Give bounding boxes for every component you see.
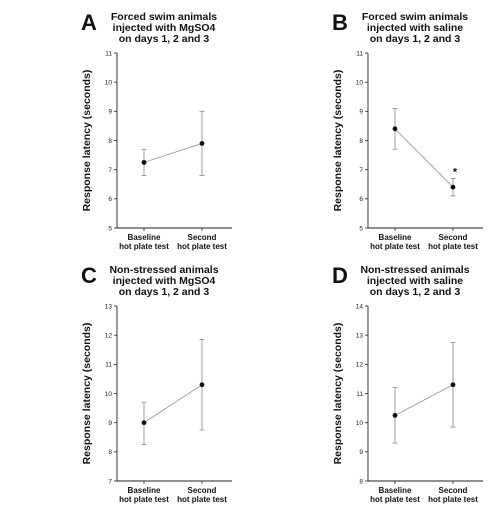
y-tick-label: 7 <box>108 167 112 174</box>
y-tick-label: 13 <box>105 303 113 310</box>
y-tick-label: 12 <box>356 362 364 369</box>
x-category-label: Baseline <box>379 486 412 495</box>
x-category-label: Baseline <box>128 486 161 495</box>
series-line <box>143 384 203 424</box>
y-tick-label: 6 <box>108 196 112 203</box>
data-point <box>450 184 456 190</box>
panel-label: B <box>332 10 348 35</box>
y-tick-label: 10 <box>105 79 113 86</box>
x-category-label: hot plate test <box>119 242 169 251</box>
y-tick-label: 7 <box>108 478 112 485</box>
y-axis-label: Response latency (seconds) <box>332 70 344 212</box>
chart-title-line: injected with saline <box>367 22 463 34</box>
chart-title-line: on days 1, 2 and 3 <box>370 33 461 45</box>
y-axis-label: Response latency (seconds) <box>81 323 93 465</box>
y-tick-label: 9 <box>108 109 112 116</box>
panel-label: D <box>332 263 348 288</box>
y-axis-label: Response latency (seconds) <box>332 323 344 465</box>
y-tick-label: 5 <box>108 225 112 232</box>
x-category-label: Baseline <box>379 233 412 242</box>
y-tick-label: 12 <box>105 332 113 339</box>
series-line <box>143 142 203 163</box>
x-category-label: hot plate test <box>177 242 227 251</box>
x-category-label: hot plate test <box>177 495 227 504</box>
y-axis-label: Response latency (seconds) <box>81 70 93 212</box>
y-tick-label: 10 <box>105 391 113 398</box>
data-point <box>450 382 456 388</box>
y-tick-label: 10 <box>356 420 364 427</box>
panel-d: D Non-stressed animals injected with salin… <box>251 253 502 506</box>
significance-marker: * <box>453 166 458 178</box>
series-line <box>394 384 454 416</box>
panel-c: C Non-stressed animals injected with MgSO4… <box>0 253 251 506</box>
y-tick-label: 5 <box>359 225 363 232</box>
x-category-label: Second <box>439 233 468 242</box>
panel-b: B Forced swim animals injected with saline… <box>251 0 502 253</box>
x-category-label: hot plate test <box>370 242 420 251</box>
data-point <box>141 159 147 165</box>
panel-label: C <box>81 263 97 288</box>
chart-title-line: on days 1, 2 and 3 <box>119 33 210 45</box>
chart-title-line: Forced swim animals <box>362 11 468 23</box>
x-category-label: hot plate test <box>428 495 478 504</box>
data-point <box>392 412 398 418</box>
y-tick-label: 8 <box>108 449 112 456</box>
x-category-label: hot plate test <box>370 495 420 504</box>
x-category-label: Baseline <box>128 233 161 242</box>
x-category-label: hot plate test <box>428 242 478 251</box>
data-point <box>199 382 205 388</box>
chart-title-line: injected with MgSO4 <box>113 275 216 287</box>
y-tick-label: 8 <box>359 478 363 485</box>
y-tick-label: 9 <box>108 420 112 427</box>
y-tick-label: 11 <box>356 50 363 57</box>
y-tick-label: 11 <box>105 362 112 369</box>
y-tick-label: 8 <box>359 138 363 145</box>
chart-title-line: Non-stressed animals <box>109 264 218 276</box>
y-tick-label: 9 <box>359 449 363 456</box>
x-category-label: Second <box>188 486 217 495</box>
data-point <box>199 141 205 146</box>
panel-label: A <box>81 10 97 35</box>
chart-title-line: Forced swim animals <box>111 11 217 23</box>
x-category-label: hot plate test <box>119 495 169 504</box>
panel-a: A Forced swim animals injected with MgSO4 o… <box>0 0 251 253</box>
y-tick-label: 10 <box>356 79 364 86</box>
y-tick-label: 6 <box>359 196 363 203</box>
y-tick-label: 14 <box>356 303 364 310</box>
y-tick-label: 7 <box>359 167 363 174</box>
y-tick-label: 11 <box>356 391 363 398</box>
chart-title-line: on days 1, 2 and 3 <box>370 286 461 298</box>
chart-title-line: injected with MgSO4 <box>113 22 216 34</box>
series-line <box>394 128 454 188</box>
chart-title-line: Non-stressed animals <box>360 264 469 276</box>
y-tick-label: 9 <box>359 109 363 116</box>
chart-title-line: on days 1, 2 and 3 <box>119 286 210 298</box>
chart-title-line: injected with saline <box>367 275 463 287</box>
y-tick-label: 8 <box>108 138 112 145</box>
y-tick-label: 13 <box>356 332 364 339</box>
x-category-label: Second <box>439 486 468 495</box>
data-point <box>141 420 147 426</box>
y-tick-label: 11 <box>105 50 112 57</box>
x-category-label: Second <box>188 233 217 242</box>
data-point <box>392 126 398 132</box>
